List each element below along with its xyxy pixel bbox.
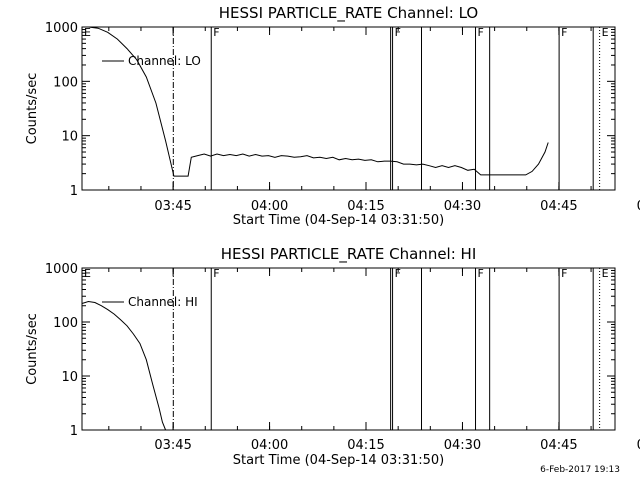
y-axis-label: Counts/sec: [25, 73, 40, 145]
y-tick-label: 1: [70, 424, 78, 439]
x-tick-label: 03:45: [154, 438, 191, 453]
y-tick-label: 10: [61, 370, 78, 385]
chart-title: HESSI PARTICLE_RATE Channel: LO: [219, 4, 478, 23]
y-tick-label: 100: [53, 316, 78, 331]
flag-marker-label: E: [602, 26, 609, 39]
x-tick-label: 04:45: [540, 438, 577, 453]
series-line: [82, 26, 549, 177]
x-tick-label: 04:15: [347, 199, 384, 214]
x-axis-label: Start Time (04-Sep-14 03:31:50): [233, 213, 444, 228]
y-axis-label: Counts/sec: [25, 313, 40, 385]
x-tick-label: 04:15: [347, 438, 384, 453]
x-tick-label: 05:00: [637, 199, 640, 214]
flag-marker-label: E: [84, 26, 91, 39]
flag-marker-label: F: [561, 267, 567, 280]
y-tick-label: 1000: [45, 262, 78, 277]
series-line: [81, 300, 167, 431]
legend-label: Channel: HI: [128, 295, 198, 309]
chart-panel-2: HESSI PARTICLE_RATE Channel: HI100010010…: [25, 245, 640, 468]
flag-marker-label: E: [602, 267, 609, 280]
y-tick-label: 1000: [45, 21, 78, 36]
flag-marker-label: F: [213, 26, 219, 39]
flag-marker-label: F: [561, 26, 567, 39]
x-axis-label: Start Time (04-Sep-14 03:31:50): [233, 453, 444, 468]
plot-frame: [81, 26, 616, 191]
footer-timestamp: 6-Feb-2017 19:13: [540, 465, 620, 475]
x-tick-label: 04:45: [540, 199, 577, 214]
x-tick-label: 04:30: [444, 199, 481, 214]
x-tick-label: 04:00: [251, 438, 288, 453]
chart-panel-1: HESSI PARTICLE_RATE Channel: LO100010010…: [25, 4, 640, 228]
x-tick-label: 04:30: [444, 438, 481, 453]
y-tick-label: 100: [53, 75, 78, 90]
flag-marker-label: F: [478, 26, 484, 39]
y-tick-label: 10: [61, 130, 78, 145]
chart-title: HESSI PARTICLE_RATE Channel: HI: [221, 245, 477, 264]
flag-marker-label: F: [395, 267, 401, 280]
flag-marker-label: F: [213, 267, 219, 280]
y-tick-label: 1: [70, 184, 78, 199]
flag-marker-label: E: [84, 267, 91, 280]
plot-frame: [81, 267, 616, 431]
flag-marker-label: F: [395, 26, 401, 39]
x-tick-label: 03:45: [154, 199, 191, 214]
legend-label: Channel: LO: [128, 54, 201, 68]
x-tick-label: 05:00: [637, 438, 640, 453]
x-tick-label: 04:00: [251, 199, 288, 214]
flag-marker-label: F: [478, 267, 484, 280]
